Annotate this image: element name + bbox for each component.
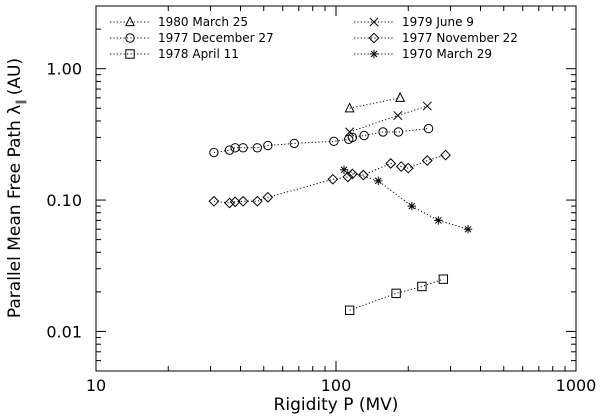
data-point-diamond	[385, 158, 397, 169]
y-tick-label: 1.00	[46, 60, 82, 79]
y-axis-title-main: Parallel Mean Free Path λ	[5, 105, 25, 318]
x-tick-label: 1000	[556, 376, 597, 395]
data-point-circle	[209, 147, 219, 158]
data-point-circle	[359, 130, 369, 141]
legend-label: 1970 March 29	[402, 47, 492, 61]
data-point-diamond	[440, 149, 451, 161]
data-point-square	[344, 305, 355, 315]
data-point-x	[345, 127, 355, 137]
legend-label: 1980 March 25	[158, 15, 248, 29]
data-point-circle	[125, 33, 135, 43]
data-point-diamond	[346, 168, 358, 180]
x-axis-title: Rigidity P (MV)	[274, 395, 399, 415]
data-point-diamond	[402, 162, 414, 174]
data-point-circle	[393, 127, 404, 137]
data-point-circle	[329, 136, 339, 147]
data-point-square	[125, 49, 135, 59]
data-point-circle	[347, 132, 358, 143]
y-tick-label: 0.10	[46, 191, 82, 210]
data-point-diamond	[357, 169, 369, 181]
legend-label: 1977 December 27	[158, 31, 274, 45]
data-point-diamond	[368, 32, 380, 44]
data-point-asterisk	[339, 165, 349, 174]
x-tick-label: 10	[86, 376, 106, 395]
legend-label: 1977 November 22	[402, 31, 518, 45]
data-point-square	[391, 288, 401, 299]
data-point-circle	[238, 143, 248, 153]
data-point-asterisk	[407, 201, 417, 211]
data-point-x	[422, 101, 432, 111]
legend-item: 1977 December 27	[110, 31, 274, 45]
data-point-diamond	[224, 197, 235, 209]
series-layer	[208, 91, 473, 315]
series-diamond	[208, 149, 451, 209]
data-point-square	[417, 281, 427, 292]
data-point-asterisk	[463, 225, 473, 234]
data-point-circle	[224, 145, 235, 155]
data-point-diamond	[342, 171, 354, 183]
y-tick-label: 0.01	[46, 322, 82, 341]
legend-item: 1979 June 9	[354, 15, 474, 29]
series-square	[344, 274, 449, 315]
y-axis-title-subscript: ∥	[14, 99, 27, 105]
data-point-diamond	[421, 155, 433, 166]
series-line	[213, 128, 429, 154]
data-point-x	[369, 17, 379, 27]
data-point-triangle	[395, 91, 406, 102]
series-line	[349, 278, 444, 311]
data-point-circle	[423, 123, 434, 134]
legend-item: 1970 March 29	[354, 47, 492, 61]
legend-label: 1979 June 9	[402, 15, 474, 29]
data-point-square	[438, 274, 449, 284]
data-point-triangle	[124, 16, 136, 27]
data-point-asterisk	[369, 49, 379, 59]
data-point-diamond	[262, 191, 274, 203]
series-line	[213, 154, 446, 204]
data-point-asterisk	[434, 216, 443, 225]
series-line	[343, 169, 469, 230]
data-point-asterisk	[374, 176, 383, 186]
series-triangle	[344, 91, 406, 113]
data-point-circle	[252, 143, 263, 153]
legend-item: 1977 November 22	[354, 31, 518, 45]
data-point-circle	[263, 140, 273, 151]
series-x	[345, 101, 432, 137]
y-axis-title: Parallel Mean Free Path λ∥ (AU)	[5, 58, 27, 318]
data-point-diamond	[327, 173, 339, 185]
x-tick-label: 100	[321, 376, 352, 395]
legend-item: 1980 March 25	[110, 15, 248, 29]
data-point-circle	[378, 127, 388, 137]
series-line	[349, 97, 401, 109]
legend-item: 1978 April 11	[110, 47, 239, 61]
data-point-diamond	[395, 161, 407, 172]
data-point-x	[393, 110, 403, 121]
series-line	[349, 105, 428, 133]
tick-labels: 10 100 1000 0.01 0.10 1.00	[46, 60, 596, 395]
data-point-circle	[289, 138, 299, 149]
series-asterisk	[339, 165, 473, 234]
data-point-diamond	[251, 195, 263, 207]
data-point-triangle	[344, 102, 355, 113]
y-axis-title-unit: (AU)	[5, 58, 25, 95]
ticks	[95, 5, 576, 372]
data-point-diamond	[237, 195, 249, 207]
legend-label: 1978 April 11	[158, 47, 239, 61]
data-point-diamond	[229, 196, 241, 208]
data-point-diamond	[208, 195, 220, 207]
series-circle	[209, 123, 434, 158]
legend: 1980 March 25 1977 December 27 1978 April …	[110, 15, 518, 61]
